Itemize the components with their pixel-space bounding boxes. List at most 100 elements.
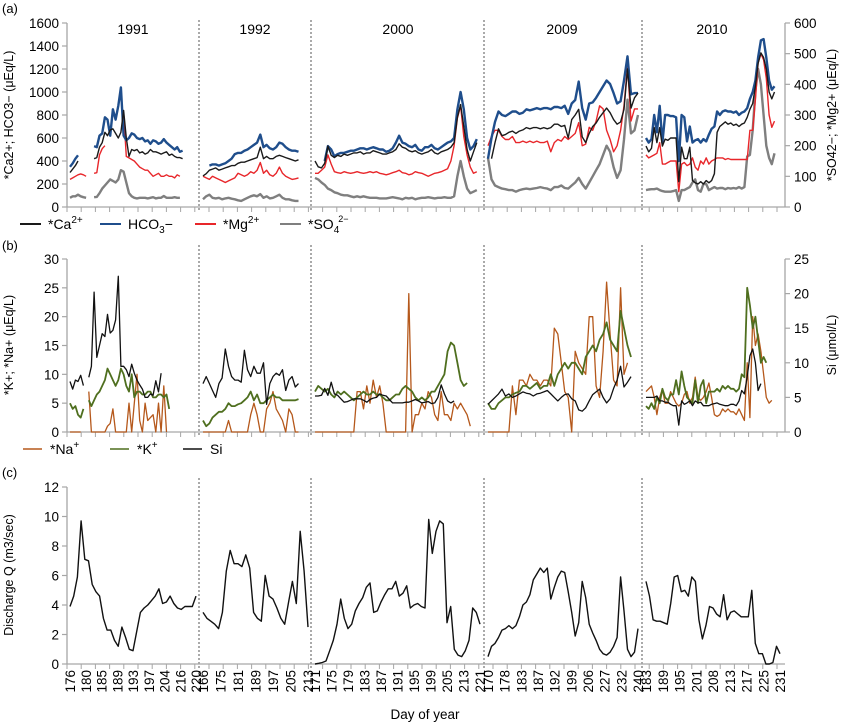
legend-label-hco3: HCO3− — [128, 216, 173, 236]
series-hco3-2000 — [323, 90, 478, 162]
series-na-2009 — [488, 281, 629, 433]
panel-a-right-tick-label: 200 — [794, 139, 817, 154]
x-tick-label: 191 — [391, 670, 406, 693]
series-mg-1991 — [69, 111, 181, 181]
panel-a-left-tick-label: 200 — [36, 177, 59, 192]
legend-label-si: Si — [210, 441, 222, 457]
series-so4-2009 — [486, 98, 640, 193]
series-na-2000 — [315, 292, 471, 433]
panel-c-axis-title: Discharge Q (m3/sec) — [2, 514, 16, 636]
x-tick-label: 189 — [110, 670, 125, 693]
panel-b-right-tick-label: 5 — [794, 390, 802, 405]
x-tick-label: 180 — [79, 670, 94, 693]
panel-label-b: (b) — [2, 238, 18, 253]
series-k-2010 — [645, 286, 768, 410]
panel-c-left-tick-label: 4 — [51, 598, 59, 613]
x-tick-label: 179 — [341, 670, 356, 693]
x-tick-label: 199 — [424, 670, 439, 693]
series-hco3-2010 — [644, 37, 776, 163]
series-mg-2010 — [645, 53, 776, 193]
x-tick-label: 199 — [564, 670, 579, 693]
panel-c-left-tick-label: 8 — [51, 539, 59, 554]
year-label-1991: 1991 — [117, 21, 148, 37]
x-tick-label: 171 — [308, 670, 323, 693]
series-si-1991 — [69, 275, 162, 399]
series-discharge-2010 — [645, 574, 781, 665]
x-tick-label: 176 — [63, 670, 78, 693]
series-hco3-1992 — [208, 133, 299, 167]
x-tick-label: 166 — [196, 670, 211, 693]
x-tick-label: 183 — [514, 670, 529, 693]
x-tick-label: 183 — [358, 670, 373, 693]
series-mg-2000 — [315, 105, 478, 177]
panel-c-left-tick-label: 2 — [51, 628, 59, 643]
panel-c-left-tick-label: 0 — [51, 657, 59, 672]
series-so4-2000 — [314, 159, 478, 201]
panel-a-left-tick-label: 1600 — [29, 16, 59, 31]
series-k-2000 — [314, 341, 468, 402]
panel-a-right-tick-label: 0 — [794, 200, 802, 215]
x-tick-label: 208 — [706, 670, 721, 693]
series-k-1992 — [202, 390, 299, 428]
series-na-1991 — [70, 373, 168, 433]
panel-b-left-tick-label: 30 — [44, 252, 59, 267]
x-tick-label: 213 — [723, 670, 738, 693]
series-so4-1992 — [202, 192, 299, 203]
panel-a-left-tick-label: 1200 — [29, 62, 59, 77]
x-tick-label: 221 — [473, 670, 488, 693]
series-na-1992 — [203, 390, 299, 433]
x-tick-label: 225 — [756, 670, 771, 693]
x-tick-label: 193 — [126, 670, 141, 693]
x-tick-label: 175 — [214, 670, 229, 693]
series-discharge-1991 — [69, 520, 197, 652]
panel-label-a: (a) — [2, 1, 18, 16]
x-tick-label: 181 — [231, 670, 246, 693]
panel-a-left-tick-label: 800 — [36, 108, 59, 123]
panel-b-right-axis-title: Si (μmol/L) — [825, 315, 839, 376]
panel-b-left-tick-label: 0 — [51, 425, 59, 440]
legend-label-na: *Na+ — [50, 440, 79, 457]
legend-label-so4: *SO42− — [308, 214, 349, 236]
panel-b-right-tick-label: 15 — [794, 321, 809, 336]
series-na-2010 — [645, 316, 773, 422]
series-ca-2010 — [645, 52, 776, 185]
x-tick-label: 201 — [689, 670, 704, 693]
series-discharge-1992 — [202, 530, 309, 630]
series-ca-1991 — [69, 109, 183, 173]
legend-label-ca: *Ca2+ — [48, 215, 83, 232]
x-tick-label: 195 — [407, 670, 422, 693]
x-tick-label: 213 — [301, 670, 316, 693]
panel-b-left-tick-label: 25 — [44, 281, 59, 296]
panel-a-left-tick-label: 600 — [36, 131, 59, 146]
year-label-1992: 1992 — [239, 21, 270, 37]
x-tick-label: 220 — [189, 670, 204, 693]
x-tick-label: 187 — [374, 670, 389, 693]
panel-a-right-tick-label: 500 — [794, 47, 817, 62]
panel-b-right-tick-label: 25 — [794, 252, 809, 267]
panel-a-left-axis-title: *Ca2+; HCO3− (μEq/L) — [2, 51, 16, 180]
series-discharge-2000 — [314, 518, 481, 665]
panel-a-left-tick-label: 400 — [36, 154, 59, 169]
x-tick-label: 240 — [631, 670, 646, 693]
x-tick-label: 189 — [656, 670, 671, 693]
panel-b-left-tick-label: 15 — [44, 339, 59, 354]
x-tick-label: 178 — [498, 670, 513, 693]
x-tick-label: 232 — [614, 670, 629, 693]
panel-a-left-tick-label: 1400 — [29, 39, 59, 54]
series-k-2009 — [487, 310, 632, 410]
panel-b-right-tick-label: 0 — [794, 425, 802, 440]
panel-b-left-tick-label: 20 — [44, 310, 59, 325]
x-tick-label: 192 — [548, 670, 563, 693]
panel-a-right-tick-label: 400 — [794, 77, 817, 92]
panel-b-right-tick-label: 10 — [794, 356, 809, 371]
series-si-2000 — [315, 381, 455, 405]
x-axis-title: Day of year — [390, 707, 460, 722]
x-tick-label: 205 — [440, 670, 455, 693]
x-tick-label: 189 — [249, 670, 264, 693]
panel-a-right-tick-label: 300 — [794, 108, 817, 123]
legend-label-mg: *Mg2+ — [223, 215, 259, 232]
x-tick-label: 204 — [158, 670, 173, 693]
panel-b-left-tick-label: 10 — [44, 367, 59, 382]
